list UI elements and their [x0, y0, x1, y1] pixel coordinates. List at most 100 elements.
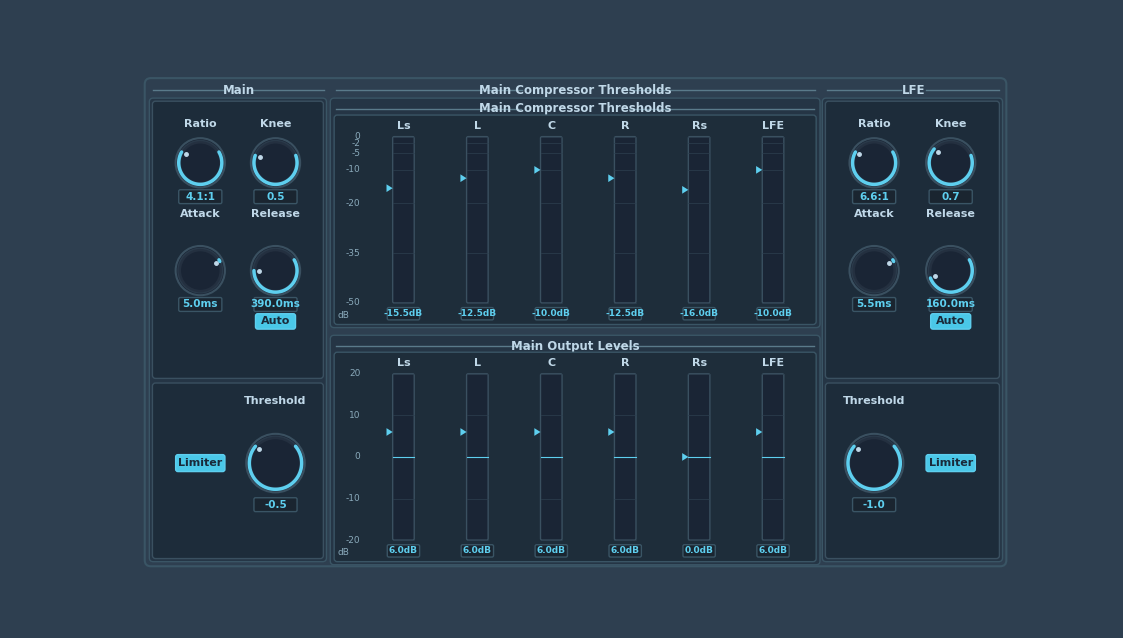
FancyBboxPatch shape: [393, 137, 414, 303]
FancyBboxPatch shape: [466, 137, 489, 303]
FancyBboxPatch shape: [931, 314, 970, 329]
Text: Main Compressor Thresholds: Main Compressor Thresholds: [480, 84, 672, 97]
FancyBboxPatch shape: [330, 98, 820, 327]
Text: 160.0ms: 160.0ms: [925, 299, 976, 309]
Text: Release: Release: [926, 209, 975, 219]
FancyBboxPatch shape: [614, 374, 636, 540]
FancyBboxPatch shape: [462, 308, 493, 320]
Text: -10.0dB: -10.0dB: [754, 309, 793, 318]
Circle shape: [852, 140, 896, 185]
Text: Rs: Rs: [692, 121, 706, 131]
FancyBboxPatch shape: [929, 189, 973, 204]
Polygon shape: [609, 428, 614, 436]
FancyBboxPatch shape: [149, 98, 327, 561]
Text: 6.0dB: 6.0dB: [758, 546, 787, 556]
Circle shape: [250, 138, 300, 188]
Text: Rs: Rs: [692, 358, 706, 368]
FancyBboxPatch shape: [175, 455, 225, 471]
FancyBboxPatch shape: [254, 189, 298, 204]
Circle shape: [926, 246, 976, 295]
FancyBboxPatch shape: [929, 297, 973, 311]
Text: -12.5dB: -12.5dB: [605, 309, 645, 318]
Text: -5: -5: [351, 149, 360, 158]
Text: C: C: [547, 358, 556, 368]
FancyBboxPatch shape: [335, 352, 816, 561]
Polygon shape: [756, 428, 763, 436]
FancyBboxPatch shape: [153, 383, 323, 559]
FancyBboxPatch shape: [926, 455, 976, 471]
Text: -1.0: -1.0: [862, 500, 886, 510]
FancyBboxPatch shape: [852, 297, 896, 311]
Text: -12.5dB: -12.5dB: [458, 309, 496, 318]
Circle shape: [929, 248, 973, 293]
Circle shape: [253, 248, 298, 293]
Text: 6.6:1: 6.6:1: [859, 191, 889, 202]
Text: -10: -10: [346, 494, 360, 503]
Polygon shape: [535, 428, 540, 436]
Text: 0: 0: [355, 452, 360, 461]
Circle shape: [847, 436, 901, 490]
FancyBboxPatch shape: [179, 297, 222, 311]
Text: 5.5ms: 5.5ms: [857, 299, 892, 309]
Text: 0: 0: [355, 132, 360, 141]
Text: 0.0dB: 0.0dB: [685, 546, 713, 556]
Circle shape: [253, 140, 298, 185]
Text: Ratio: Ratio: [858, 119, 891, 130]
Text: 5.0ms: 5.0ms: [183, 299, 218, 309]
FancyBboxPatch shape: [614, 137, 636, 303]
Text: Limiter: Limiter: [179, 458, 222, 468]
FancyBboxPatch shape: [609, 545, 641, 557]
Text: Knee: Knee: [935, 119, 967, 130]
Circle shape: [175, 246, 225, 295]
FancyBboxPatch shape: [757, 545, 789, 557]
Polygon shape: [609, 174, 614, 182]
Circle shape: [852, 248, 896, 293]
Text: 6.0dB: 6.0dB: [389, 546, 418, 556]
Circle shape: [177, 140, 222, 185]
FancyBboxPatch shape: [466, 374, 489, 540]
Polygon shape: [386, 184, 393, 192]
Circle shape: [850, 439, 898, 487]
Text: Main Output Levels: Main Output Levels: [511, 339, 639, 353]
Circle shape: [855, 251, 894, 290]
Text: -20: -20: [346, 198, 360, 207]
FancyBboxPatch shape: [254, 297, 298, 311]
FancyBboxPatch shape: [254, 498, 298, 512]
Polygon shape: [386, 428, 393, 436]
Text: 6.0dB: 6.0dB: [537, 546, 566, 556]
FancyBboxPatch shape: [179, 189, 222, 204]
Text: Limiter: Limiter: [929, 458, 973, 468]
Circle shape: [931, 251, 970, 290]
Text: Threshold: Threshold: [245, 396, 307, 406]
FancyBboxPatch shape: [540, 137, 563, 303]
Text: -10: -10: [346, 165, 360, 174]
FancyBboxPatch shape: [683, 308, 715, 320]
FancyBboxPatch shape: [688, 374, 710, 540]
Polygon shape: [460, 428, 466, 436]
Text: L: L: [474, 121, 481, 131]
FancyBboxPatch shape: [145, 78, 1006, 567]
FancyBboxPatch shape: [387, 308, 420, 320]
Text: LFE: LFE: [763, 121, 784, 131]
Text: 0.5: 0.5: [266, 191, 285, 202]
Circle shape: [855, 144, 894, 182]
Text: R: R: [621, 121, 630, 131]
FancyBboxPatch shape: [825, 101, 999, 378]
Circle shape: [248, 436, 302, 490]
Circle shape: [177, 248, 222, 293]
FancyBboxPatch shape: [763, 137, 784, 303]
Circle shape: [252, 439, 300, 487]
Text: -2: -2: [351, 139, 360, 148]
FancyBboxPatch shape: [153, 101, 323, 378]
Text: 4.1:1: 4.1:1: [185, 191, 216, 202]
FancyBboxPatch shape: [462, 545, 493, 557]
Circle shape: [256, 144, 294, 182]
Text: LFE: LFE: [902, 84, 925, 97]
Text: 390.0ms: 390.0ms: [250, 299, 301, 309]
Circle shape: [929, 140, 973, 185]
Polygon shape: [682, 453, 688, 461]
Text: 6.0dB: 6.0dB: [463, 546, 492, 556]
Circle shape: [246, 434, 304, 493]
FancyBboxPatch shape: [255, 314, 295, 329]
Circle shape: [175, 138, 225, 188]
